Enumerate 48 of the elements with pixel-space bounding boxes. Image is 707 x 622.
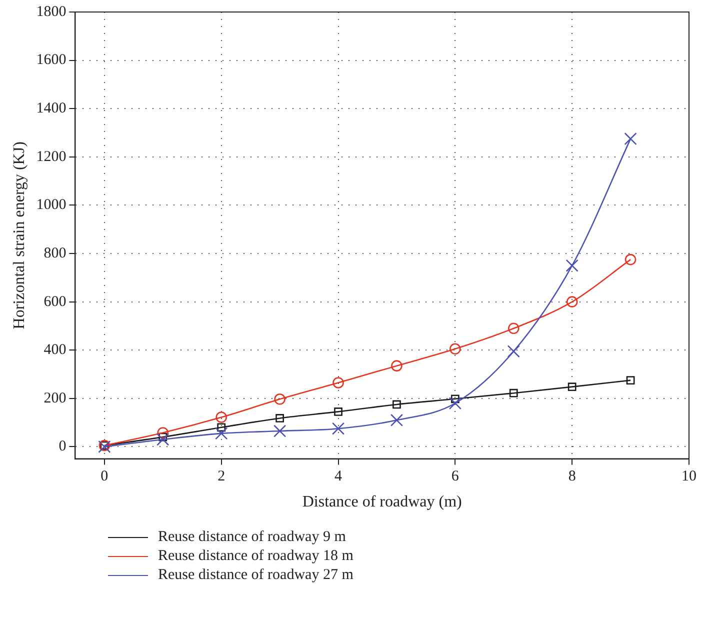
x-tick-label: 4 [334,468,343,485]
y-tick-label: 1400 [36,100,66,117]
y-tick-label: 1000 [36,197,66,214]
x-tick-label: 8 [568,468,576,485]
point [508,322,520,334]
legend-label: Reuse distance of roadway 9 m [158,529,346,546]
point [390,414,404,426]
y-tick-label: 200 [44,390,66,406]
y-tick-label: 400 [44,342,66,358]
x-axis-title: Distance of roadway (m) [302,494,462,511]
legend-label: Reuse distance of roadway 27 m [158,567,354,584]
point [450,394,460,404]
y-tick-label: 0 [58,438,66,455]
point [507,345,520,358]
y-axis-title: Horizontal strain energy (KJ) [10,142,28,330]
y-tick-label: 1200 [36,148,66,165]
point [215,427,228,440]
x-tick-label: 6 [451,468,460,485]
point [509,388,518,398]
point [626,376,635,384]
point [276,414,284,422]
point [624,132,637,146]
x-tick-label: 0 [100,468,108,485]
point [216,412,227,423]
y-tick-label: 1600 [36,52,66,68]
point [566,259,578,272]
point [566,296,578,308]
point [332,377,344,388]
y-tick-label: 600 [44,294,66,310]
point [624,254,636,266]
legend-label: Reuse distance of roadway 18 m [158,548,354,565]
point [158,432,168,442]
point [450,343,461,355]
point [157,427,169,438]
point [392,400,401,409]
y-tick-label: 800 [44,245,66,262]
point [156,433,170,446]
y-tick-label: 1800 [36,4,66,20]
x-tick-label: 2 [218,468,226,485]
point [217,423,226,432]
point [332,422,345,435]
point [274,393,286,405]
point [334,408,342,416]
point [391,360,402,372]
point [273,424,286,438]
x-tick-label: 10 [682,468,696,485]
point [568,382,576,392]
point [448,396,462,410]
